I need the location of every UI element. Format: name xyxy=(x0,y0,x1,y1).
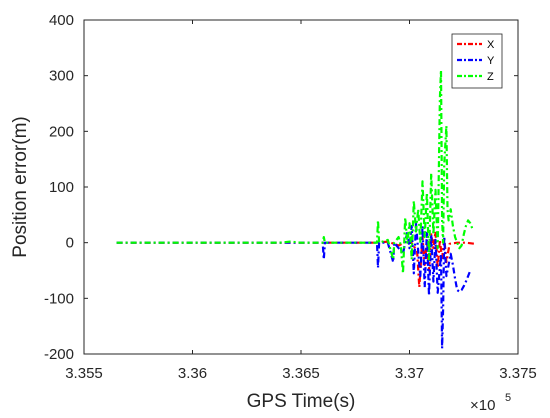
y-tick-label: 100 xyxy=(49,179,74,196)
x-tick-label: 3.36 xyxy=(178,365,207,382)
x-tick-label: 3.37 xyxy=(395,365,424,382)
y-tick-label: 300 xyxy=(49,68,74,85)
legend-label-y: Y xyxy=(487,55,495,67)
y-tick-label: 400 xyxy=(49,12,74,29)
y-tick-label: -100 xyxy=(44,290,74,307)
legend-label-x: X xyxy=(487,39,495,51)
x-axis-multiplier: ×10 5 xyxy=(470,392,511,414)
series-line-z xyxy=(116,69,474,275)
x-tick-label: 3.355 xyxy=(65,365,103,382)
y-axis-ticks: -200 -100 0 100 200 300 400 xyxy=(44,12,518,363)
y-tick-label: 200 xyxy=(49,123,74,140)
x-axis-label: GPS Time(s) xyxy=(247,391,356,412)
y-tick-label: -200 xyxy=(44,346,74,363)
x-multiplier-base: ×10 xyxy=(470,397,495,414)
legend-label-z: Z xyxy=(487,71,494,83)
x-tick-label: 3.365 xyxy=(282,365,320,382)
series-line-y xyxy=(116,222,472,350)
plot-area xyxy=(84,20,518,354)
x-multiplier-exponent: 5 xyxy=(505,392,511,404)
series-layer xyxy=(116,69,475,350)
legend: XYZ xyxy=(451,33,503,89)
y-tick-label: 0 xyxy=(66,235,74,252)
y-axis-label: Position error(m) xyxy=(10,116,31,257)
x-tick-label: 3.375 xyxy=(499,365,537,382)
x-axis-ticks: 3.355 3.36 3.365 3.37 3.375 xyxy=(65,20,537,382)
